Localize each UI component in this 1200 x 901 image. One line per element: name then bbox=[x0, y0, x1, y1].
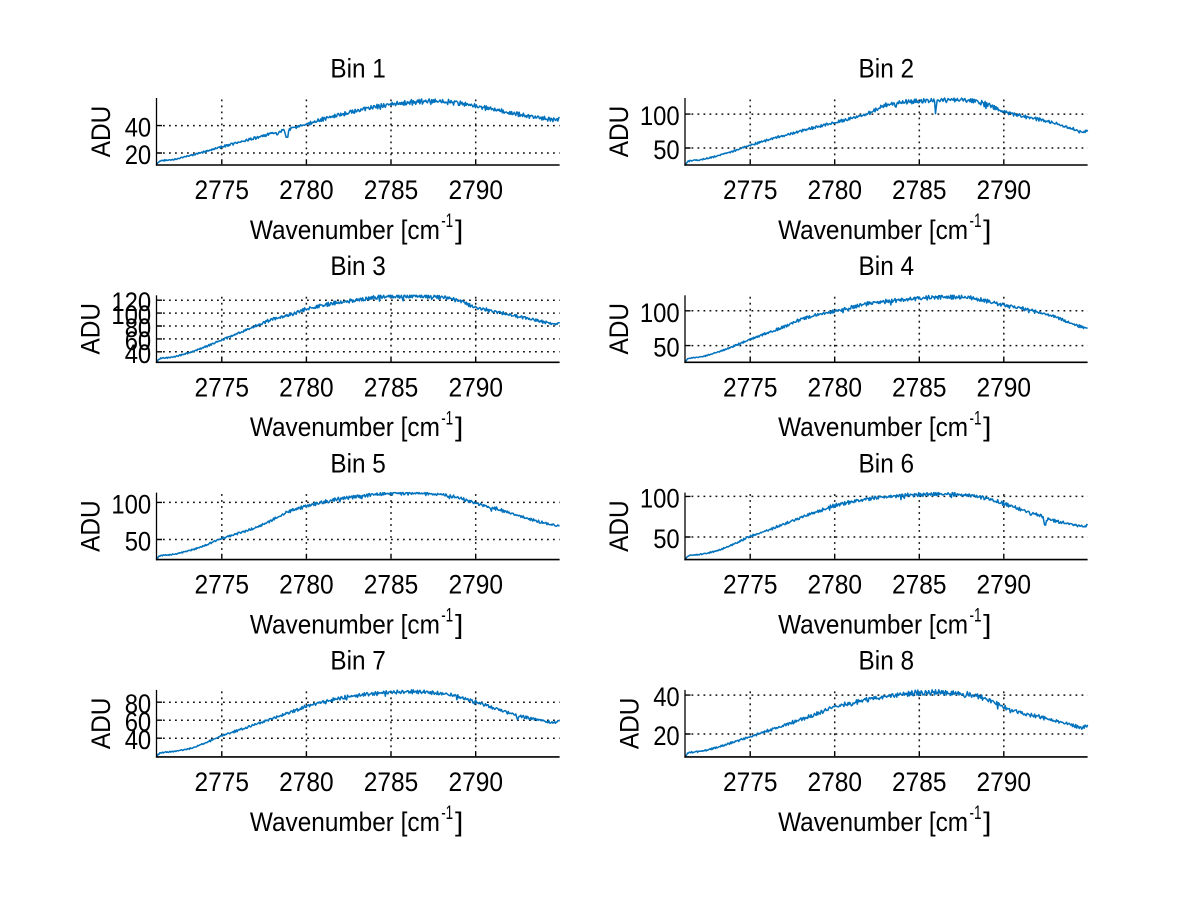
svg-text:-1: -1 bbox=[970, 606, 982, 627]
svg-text:-1: -1 bbox=[441, 803, 453, 824]
svg-text:Bin 3: Bin 3 bbox=[330, 251, 386, 281]
svg-text:2785: 2785 bbox=[892, 570, 947, 600]
svg-text:Wavenumber [cm: Wavenumber [cm bbox=[250, 215, 440, 245]
svg-text:2790: 2790 bbox=[977, 372, 1032, 402]
svg-text:2785: 2785 bbox=[892, 372, 947, 402]
svg-text:2775: 2775 bbox=[723, 372, 778, 402]
svg-text:ADU: ADU bbox=[604, 303, 634, 355]
svg-text:100: 100 bbox=[640, 298, 680, 328]
svg-text:2775: 2775 bbox=[723, 767, 778, 797]
svg-text:40: 40 bbox=[125, 113, 152, 143]
svg-text:40: 40 bbox=[125, 725, 152, 755]
svg-text:-1: -1 bbox=[970, 408, 982, 429]
svg-text:-1: -1 bbox=[970, 211, 982, 232]
svg-text:100: 100 bbox=[640, 483, 680, 513]
svg-text:ADU: ADU bbox=[604, 106, 634, 158]
svg-text:2780: 2780 bbox=[807, 767, 862, 797]
svg-text:2790: 2790 bbox=[977, 767, 1032, 797]
svg-text:100: 100 bbox=[111, 300, 151, 330]
svg-text:40: 40 bbox=[125, 339, 152, 369]
svg-text:2785: 2785 bbox=[364, 372, 419, 402]
svg-text:]: ] bbox=[983, 807, 991, 837]
svg-text:]: ] bbox=[983, 610, 991, 640]
svg-text:ADU: ADU bbox=[76, 500, 106, 552]
svg-text:50: 50 bbox=[125, 527, 152, 557]
svg-text:2775: 2775 bbox=[723, 175, 778, 205]
svg-text:2785: 2785 bbox=[892, 175, 947, 205]
svg-text:-1: -1 bbox=[441, 408, 453, 429]
svg-text:Bin 7: Bin 7 bbox=[330, 646, 386, 676]
svg-text:Wavenumber [cm: Wavenumber [cm bbox=[250, 610, 440, 640]
svg-text:50: 50 bbox=[653, 135, 680, 165]
svg-text:2775: 2775 bbox=[195, 570, 250, 600]
svg-text:]: ] bbox=[455, 610, 463, 640]
svg-text:100: 100 bbox=[111, 489, 151, 519]
svg-text:]: ] bbox=[455, 807, 463, 837]
svg-text:60: 60 bbox=[125, 326, 152, 356]
svg-text:50: 50 bbox=[653, 333, 680, 363]
svg-text:]: ] bbox=[455, 215, 463, 245]
svg-text:Wavenumber [cm: Wavenumber [cm bbox=[778, 215, 968, 245]
svg-text:2785: 2785 bbox=[364, 175, 419, 205]
svg-text:ADU: ADU bbox=[86, 698, 116, 750]
svg-text:2780: 2780 bbox=[279, 570, 334, 600]
svg-text:80: 80 bbox=[125, 313, 152, 343]
svg-text:Bin 1: Bin 1 bbox=[330, 54, 386, 84]
svg-text:2790: 2790 bbox=[977, 570, 1032, 600]
svg-text:100: 100 bbox=[640, 101, 680, 131]
svg-text:2780: 2780 bbox=[807, 175, 862, 205]
svg-text:2780: 2780 bbox=[807, 570, 862, 600]
svg-text:Wavenumber [cm: Wavenumber [cm bbox=[778, 412, 968, 442]
svg-text:Wavenumber [cm: Wavenumber [cm bbox=[778, 807, 968, 837]
svg-text:2790: 2790 bbox=[977, 175, 1032, 205]
svg-text:Wavenumber [cm: Wavenumber [cm bbox=[778, 610, 968, 640]
svg-text:2780: 2780 bbox=[807, 372, 862, 402]
svg-text:80: 80 bbox=[125, 689, 152, 719]
svg-text:]: ] bbox=[455, 412, 463, 442]
svg-text:2780: 2780 bbox=[279, 372, 334, 402]
svg-text:20: 20 bbox=[653, 721, 680, 751]
svg-text:2775: 2775 bbox=[195, 767, 250, 797]
svg-text:2785: 2785 bbox=[364, 767, 419, 797]
svg-text:Bin 8: Bin 8 bbox=[859, 646, 915, 676]
svg-text:ADU: ADU bbox=[615, 698, 645, 750]
svg-text:-1: -1 bbox=[441, 211, 453, 232]
svg-text:Bin 5: Bin 5 bbox=[330, 448, 386, 478]
svg-text:20: 20 bbox=[125, 140, 152, 170]
svg-text:2785: 2785 bbox=[892, 767, 947, 797]
svg-text:Bin 6: Bin 6 bbox=[859, 448, 915, 478]
svg-text:2790: 2790 bbox=[448, 175, 503, 205]
svg-text:2775: 2775 bbox=[195, 175, 250, 205]
svg-text:ADU: ADU bbox=[76, 303, 106, 355]
svg-text:120: 120 bbox=[111, 287, 151, 317]
svg-text:2775: 2775 bbox=[723, 570, 778, 600]
svg-text:40: 40 bbox=[653, 682, 680, 712]
svg-text:2790: 2790 bbox=[448, 767, 503, 797]
svg-text:Wavenumber [cm: Wavenumber [cm bbox=[250, 412, 440, 442]
svg-text:2785: 2785 bbox=[364, 570, 419, 600]
svg-text:Bin 4: Bin 4 bbox=[859, 251, 915, 281]
svg-text:2775: 2775 bbox=[195, 372, 250, 402]
svg-text:ADU: ADU bbox=[86, 106, 116, 158]
svg-text:2780: 2780 bbox=[279, 767, 334, 797]
svg-text:2780: 2780 bbox=[279, 175, 334, 205]
svg-text:50: 50 bbox=[653, 524, 680, 554]
svg-text:]: ] bbox=[983, 412, 991, 442]
svg-text:]: ] bbox=[983, 215, 991, 245]
svg-text:2790: 2790 bbox=[448, 570, 503, 600]
svg-text:-1: -1 bbox=[441, 606, 453, 627]
svg-text:ADU: ADU bbox=[604, 500, 634, 552]
svg-text:60: 60 bbox=[125, 707, 152, 737]
svg-text:Bin 2: Bin 2 bbox=[859, 54, 915, 84]
svg-text:-1: -1 bbox=[970, 803, 982, 824]
svg-text:Wavenumber [cm: Wavenumber [cm bbox=[250, 807, 440, 837]
svg-text:2790: 2790 bbox=[448, 372, 503, 402]
